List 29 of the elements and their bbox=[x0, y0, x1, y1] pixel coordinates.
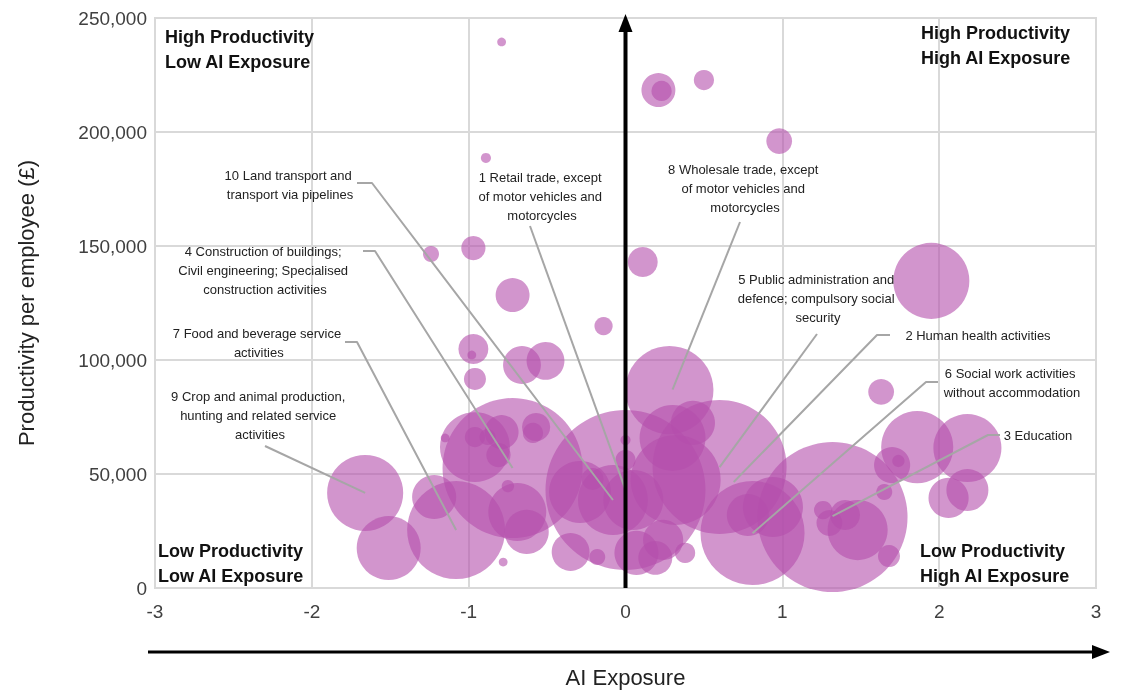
y-tick-label: 150,000 bbox=[78, 235, 147, 257]
annotation: 3 Education bbox=[1003, 428, 1073, 443]
x-tick-label: 0 bbox=[620, 601, 631, 622]
x-tick-label: 2 bbox=[933, 601, 945, 622]
y-axis-title: Productivity per employee (£) bbox=[13, 159, 39, 447]
y-tick-label: 50,000 bbox=[88, 463, 147, 485]
y-tick-label: 250,000 bbox=[78, 7, 147, 29]
annotation: High Productivity High AI Exposure bbox=[921, 22, 1076, 68]
y-tick-label: 200,000 bbox=[78, 121, 147, 143]
x-axis-title: AI Exposure bbox=[565, 664, 686, 690]
annotation: 2 Human health activities bbox=[905, 328, 1052, 343]
annotation: 8 Wholesale trade, except of motor vehicles and motorcycles bbox=[668, 162, 822, 215]
y-tick-label: 0 bbox=[136, 577, 147, 599]
annotation: 1 Retail trade, except of motor vehicles and motorcycles bbox=[478, 170, 606, 223]
annotation: Low Productivity High AI Exposure bbox=[920, 540, 1071, 586]
annotation: 10 Land transport and transport via pipelines bbox=[224, 168, 356, 202]
x-tick-label: -3 bbox=[146, 601, 164, 622]
x-tick-label: 3 bbox=[1090, 601, 1102, 622]
annotation: 7 Food and beverage service activities bbox=[172, 326, 342, 360]
annotation: 9 Crop and animal production, hunting and related service activities bbox=[171, 389, 349, 442]
annotation: 5 Public administration and defence; compulsory social security bbox=[737, 272, 899, 325]
annotation: Low Productivity Low AI Exposure bbox=[158, 540, 309, 586]
x-tick-label: -1 bbox=[460, 601, 478, 622]
annotation: 4 Construction of buildings; Civil engineering; Specialised construction activities bbox=[178, 244, 352, 297]
annotation: 6 Social work activities without accommodation bbox=[942, 366, 1081, 400]
x-tick-label: 1 bbox=[777, 601, 788, 622]
y-tick-label: 100,000 bbox=[78, 349, 147, 371]
x-tick-label: -2 bbox=[303, 601, 321, 622]
annotation: High Productivity Low AI Exposure bbox=[165, 26, 320, 72]
